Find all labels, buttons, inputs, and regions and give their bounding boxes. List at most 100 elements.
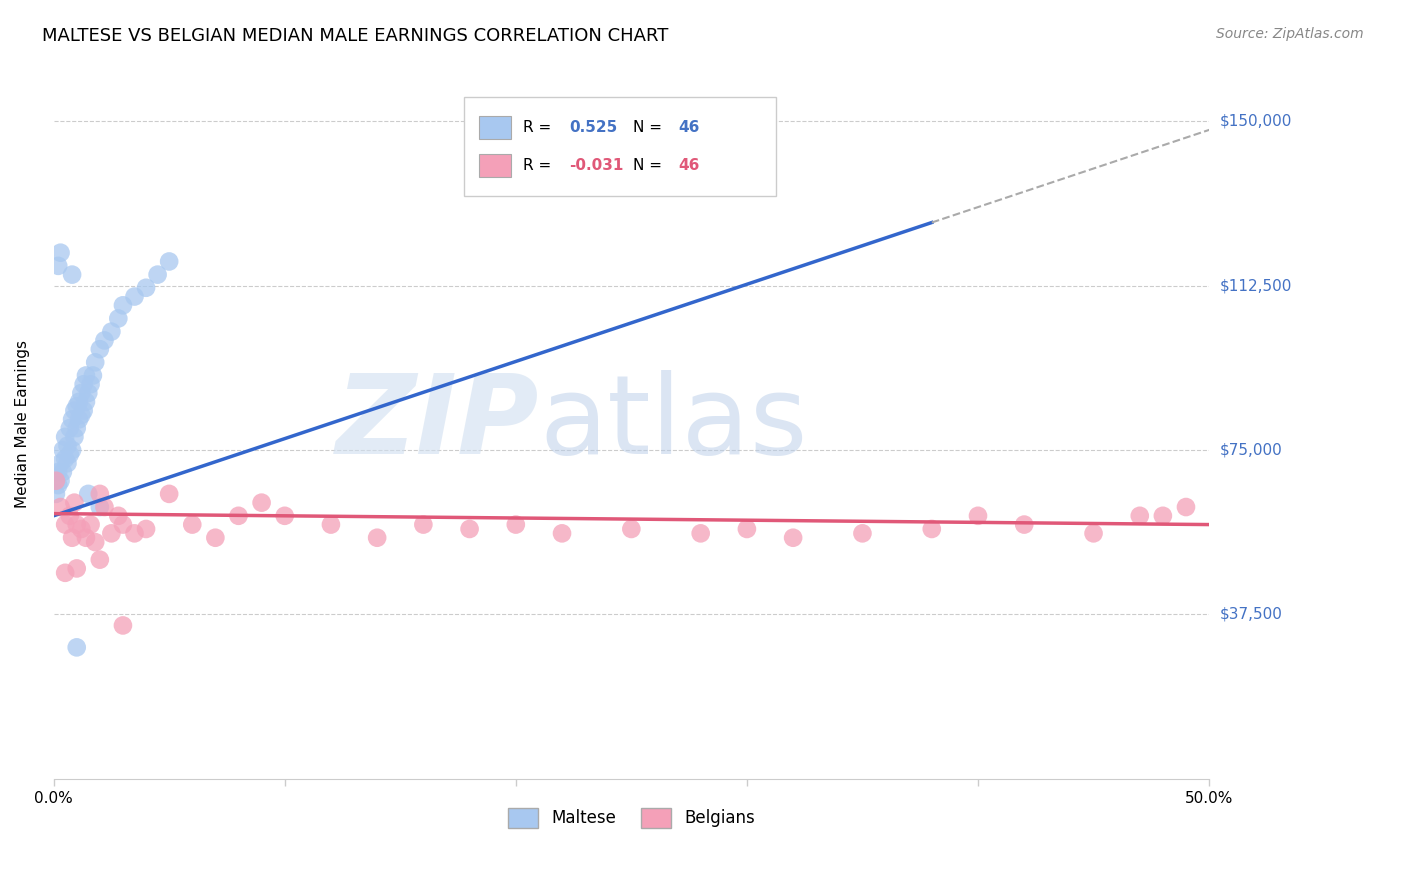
Point (100, 526, 122, 541)
Point (250, 496, 273, 510)
Text: $112,500: $112,500 (1220, 278, 1292, 293)
Point (66, 399, 89, 413)
Point (45, 487, 67, 501)
Point (157, 487, 180, 501)
Point (53, 517, 76, 532)
Text: $150,000: $150,000 (1220, 113, 1292, 128)
Point (49, 245, 72, 260)
Point (49, 500, 72, 514)
Point (75, 368, 97, 383)
Point (84, 535, 107, 549)
Point (181, 517, 204, 532)
Point (56, 439, 79, 453)
Point (53, 451, 76, 466)
Point (46, 478, 69, 492)
Text: R =: R = (523, 159, 555, 173)
Point (93, 500, 115, 514)
Text: N =: N = (633, 120, 666, 135)
Point (72, 377, 94, 392)
Point (66, 517, 89, 532)
Point (146, 268, 169, 282)
Point (111, 517, 134, 532)
Point (505, 517, 527, 532)
Point (59, 508, 82, 523)
Point (60, 268, 83, 282)
Point (124, 289, 146, 303)
Point (967, 508, 990, 523)
Point (77, 487, 100, 501)
Text: -0.031: -0.031 (569, 159, 623, 173)
Text: 0.525: 0.525 (569, 120, 617, 135)
Point (782, 531, 804, 545)
Point (75, 394, 97, 409)
Point (89, 552, 111, 566)
FancyBboxPatch shape (479, 154, 512, 178)
Point (921, 522, 943, 536)
Text: 46: 46 (679, 159, 700, 173)
Point (70, 386, 93, 401)
Point (63, 496, 86, 510)
Point (89, 487, 111, 501)
Text: $75,000: $75,000 (1220, 442, 1282, 458)
Point (111, 618, 134, 632)
Point (59, 421, 82, 435)
Text: atlas: atlas (538, 370, 807, 477)
Y-axis label: Median Male Earnings: Median Male Earnings (15, 340, 30, 508)
Point (70, 408, 93, 422)
Text: R =: R = (523, 120, 555, 135)
Point (157, 254, 180, 268)
Text: $37,500: $37,500 (1220, 607, 1284, 622)
Point (60, 443, 83, 458)
Text: N =: N = (633, 159, 666, 173)
Point (49, 474, 72, 488)
FancyBboxPatch shape (479, 116, 512, 139)
Point (66, 561, 89, 575)
Point (84, 355, 107, 369)
Point (72, 403, 94, 417)
Point (1129, 508, 1152, 523)
FancyBboxPatch shape (464, 97, 776, 196)
Point (111, 298, 134, 312)
Point (53, 566, 76, 580)
Text: 46: 46 (679, 120, 700, 135)
Point (52, 443, 75, 458)
Point (107, 311, 129, 326)
Point (100, 325, 122, 339)
Point (93, 334, 115, 348)
Point (45, 474, 67, 488)
Point (319, 517, 342, 532)
Point (458, 522, 481, 536)
Point (135, 281, 157, 295)
Point (620, 522, 643, 536)
Point (204, 531, 226, 545)
Point (46, 465, 69, 479)
Point (49, 456, 72, 470)
Point (75, 531, 97, 545)
Point (59, 447, 82, 461)
Point (107, 508, 129, 523)
Text: ZIP: ZIP (336, 370, 538, 477)
Legend: Maltese, Belgians: Maltese, Belgians (501, 801, 762, 835)
Point (1012, 517, 1035, 532)
Point (77, 386, 100, 401)
Point (412, 517, 434, 532)
Point (53, 430, 76, 444)
Point (689, 526, 711, 541)
Point (1152, 508, 1174, 523)
Point (735, 522, 758, 536)
Point (89, 342, 111, 356)
Point (60, 531, 83, 545)
Point (551, 526, 574, 541)
Point (89, 500, 111, 514)
Point (82, 368, 104, 383)
Point (70, 522, 93, 536)
Point (228, 508, 250, 523)
Text: Source: ZipAtlas.com: Source: ZipAtlas.com (1216, 27, 1364, 41)
Point (273, 508, 295, 523)
Point (63, 403, 86, 417)
Point (79, 377, 101, 392)
Point (63, 430, 86, 444)
Point (124, 526, 146, 541)
Point (135, 522, 157, 536)
Point (52, 465, 75, 479)
